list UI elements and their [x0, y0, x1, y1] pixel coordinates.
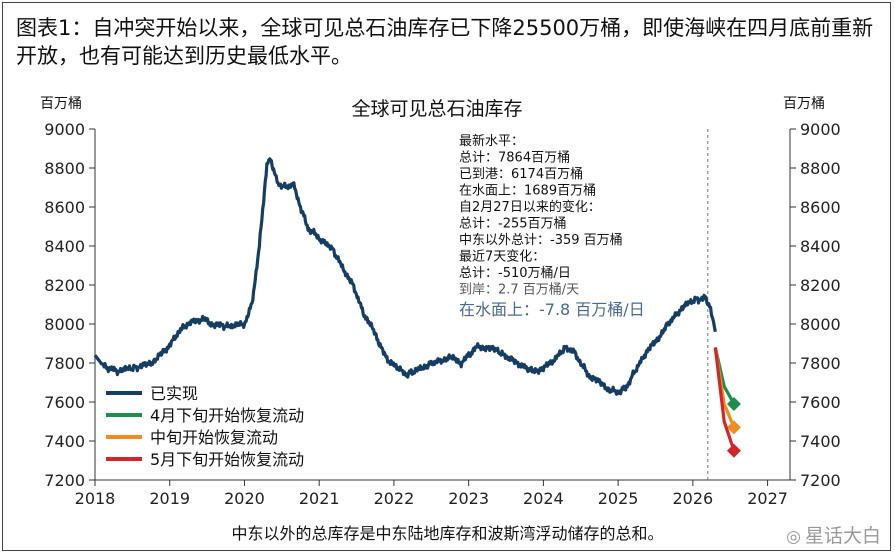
x-tick-label: 2020 [224, 489, 265, 508]
y-tick-label-right: 7800 [800, 354, 841, 373]
annotation-line: 已到港：6174百万桶 [459, 167, 583, 182]
y-tick-label-right: 8000 [800, 315, 841, 334]
x-tick-label: 2025 [598, 489, 639, 508]
legend-label: 中旬开始恢复流动 [150, 428, 278, 447]
caption-line-1: 图表1：自冲突开始以来，全球可见总石油库存已下降25500万桶，即使海峡在四月底… [16, 16, 874, 40]
y-tick-label-right: 7600 [800, 393, 841, 412]
annotation-line: 中东以外总计：-359 百万桶 [459, 233, 623, 248]
weibo-icon: ◎ [786, 527, 801, 547]
legend-label: 已实现 [150, 384, 198, 403]
x-tick-label: 2018 [75, 489, 116, 508]
y-tick-label-right: 8800 [800, 159, 841, 178]
annotation-line: 总计：-255百万桶 [459, 217, 567, 232]
y-tick-label-left: 8000 [44, 315, 85, 334]
series-endpoint-late-april [726, 396, 741, 411]
x-tick-label: 2021 [299, 489, 340, 508]
y-tick-label-left: 7800 [44, 354, 85, 373]
y-tick-label-left: 7600 [44, 393, 85, 412]
caption-line-2: 开放，也有可能达到历史最低水平。 [16, 44, 352, 68]
y-tick-label-right: 8600 [800, 198, 841, 217]
y-tick-label-right: 9000 [800, 120, 841, 139]
series-endpoint-late-may [726, 443, 741, 458]
legend-label: 5月下旬开始恢复流动 [150, 450, 304, 469]
y-tick-label-right: 8200 [800, 276, 841, 295]
x-tick-label: 2022 [374, 489, 415, 508]
annotation-line: 在水面上：-7.8 百万桶/日 [459, 300, 645, 319]
annotation-line: 在水面上：1689百万桶 [459, 184, 596, 199]
annotation-line: 最近7天变化： [459, 249, 545, 265]
watermark-text: 星话大白 [804, 525, 881, 547]
annotation-line: 最新水平： [459, 133, 524, 149]
axes-layer: 7200 7200 7400 7400 7600 7600 7800 7800 8000 8000… [44, 120, 840, 508]
annotation-line: 自2月27日以来的变化： [459, 199, 601, 215]
y-tick-label-left: 8600 [44, 198, 85, 217]
y-tick-label-right: 7200 [800, 471, 841, 490]
annotation-line: 总计：-510万桶/日 [459, 266, 571, 281]
y-tick-label-right: 8400 [800, 237, 841, 256]
series-line-realized [93, 157, 717, 396]
x-tick-label: 2023 [448, 489, 489, 508]
series-endpoint-mid-april [726, 420, 741, 435]
annotation-line: 到岸：2.7 百万桶/天 [459, 283, 579, 298]
y-tick-label-left: 8800 [44, 159, 85, 178]
series-layer [93, 157, 741, 458]
watermark: ◎ 星话大白 [786, 521, 881, 548]
legend-label: 4月下旬开始恢复流动 [150, 406, 304, 425]
y-tick-label-left: 8400 [44, 237, 85, 256]
x-tick-label: 2024 [523, 489, 564, 508]
chart-title: 全球可见总石油库存 [351, 98, 522, 120]
y-axis-label-left: 百万桶 [40, 96, 82, 112]
figure-caption: 图表1：自冲突开始以来，全球可见总石油库存已下降25500万桶，即使海峡在四月底… [16, 14, 876, 70]
x-tick-label: 2027 [747, 489, 788, 508]
y-tick-label-left: 9000 [44, 120, 85, 139]
series-line-late-may [713, 347, 736, 452]
footnote: 中东以外的总库存是中东陆地库存和波斯湾浮动储存的总和。 [231, 524, 664, 543]
annotation-box: 最新水平： 总计：7864百万桶已到港：6174百万桶在水面上：1689百万桶自2… [459, 133, 645, 319]
x-tick-label: 2019 [149, 489, 190, 508]
y-tick-label-right: 7400 [800, 432, 841, 451]
y-tick-label-left: 7200 [44, 471, 85, 490]
y-tick-label-left: 8200 [44, 276, 85, 295]
x-tick-label: 2026 [672, 489, 713, 508]
y-tick-label-left: 7400 [44, 432, 85, 451]
annotation-line: 总计：7864百万桶 [459, 151, 570, 166]
y-axis-label-right: 百万桶 [783, 96, 825, 112]
